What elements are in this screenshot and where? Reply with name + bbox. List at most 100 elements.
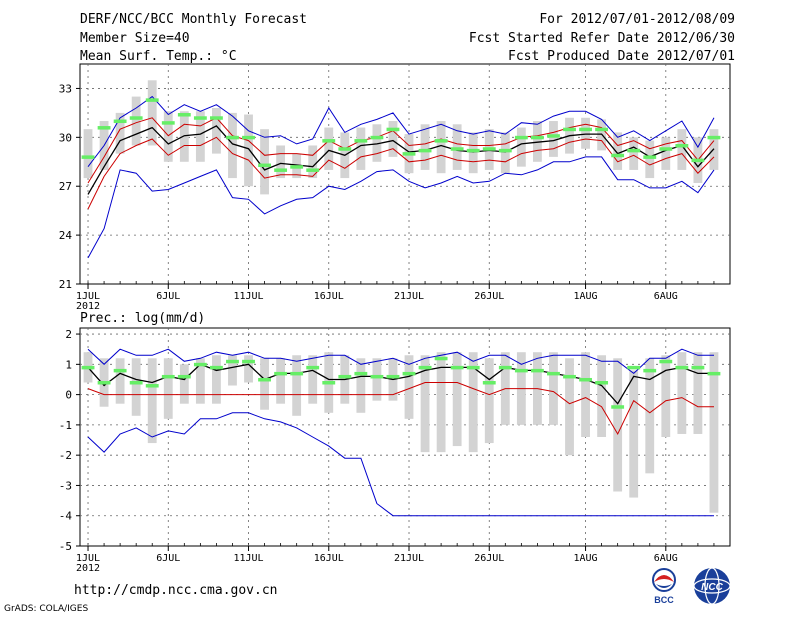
- temp-marker: [434, 139, 448, 143]
- temp-box: [228, 112, 237, 179]
- temp-marker: [210, 116, 223, 120]
- prec-box: [613, 358, 623, 492]
- prec-box: [565, 358, 574, 456]
- prec-marker: [386, 374, 400, 379]
- temp-marker: [579, 127, 592, 132]
- prec-marker: [691, 365, 705, 370]
- prec-box: [404, 355, 414, 419]
- temp-box: [420, 124, 430, 170]
- temp-box: [324, 127, 334, 170]
- temp-box: [372, 124, 382, 162]
- prec-ytick-label: 1: [65, 358, 72, 371]
- temp-box: [179, 111, 189, 162]
- prec-marker: [498, 365, 512, 370]
- prec-marker: [627, 365, 641, 370]
- temp-marker: [595, 127, 609, 132]
- temp-panel: 21 24 27 30 33 1JUL 6JUL 11JUL 16JUL 21JUL 26JUL 1A…: [59, 63, 731, 312]
- prec-xtick-label: 26JUL: [474, 553, 504, 564]
- prec-box: [629, 370, 639, 498]
- temp-line-p_upper: [87, 117, 715, 184]
- temp-marker: [338, 147, 352, 151]
- prec-marker: [643, 368, 657, 373]
- temp-xtick-label: 16JUL: [314, 291, 344, 302]
- prec-marker: [322, 381, 336, 385]
- prec-box: [645, 358, 655, 474]
- prec-box: [163, 358, 173, 419]
- ncc-logo-icon: NCC: [693, 567, 731, 605]
- bcc-logo-text: BCC: [654, 595, 674, 605]
- source-url[interactable]: http://cmdp.ncc.cma.gov.cn: [74, 583, 278, 598]
- prec-marker: [242, 359, 255, 364]
- prec-box: [677, 352, 687, 434]
- prec-box: [244, 355, 253, 383]
- temp-line-min: [87, 156, 715, 259]
- temp-box: [629, 137, 639, 170]
- prec-marker: [595, 381, 609, 385]
- temp-line-p_lower: [87, 136, 715, 210]
- prec-box: [212, 355, 221, 404]
- temp-ytick-label: 27: [59, 180, 72, 193]
- prec-box: [260, 358, 269, 410]
- prec-xtick-label: 6AUG: [654, 553, 678, 564]
- temp-marker: [450, 147, 464, 151]
- temp-box: [613, 132, 623, 170]
- prec-xtick-label: 6JUL: [156, 553, 180, 564]
- prec-box: [308, 355, 318, 404]
- temp-marker: [258, 163, 271, 168]
- prec-ytick-label: -3: [59, 479, 72, 492]
- temp-xtick-label: 6AUG: [654, 291, 678, 302]
- temp-box: [468, 132, 478, 174]
- prec-box: [436, 352, 446, 453]
- temp-box: [500, 132, 510, 174]
- prec-marker: [370, 374, 384, 379]
- prec-marker: [338, 374, 352, 379]
- temp-xtick-label: 11JUL: [233, 291, 263, 302]
- prec-line-p_lower: [87, 382, 714, 436]
- temp-marker: [386, 127, 400, 132]
- prec-line-min: [87, 412, 714, 517]
- prec-marker: [659, 359, 673, 364]
- temp-marker: [498, 148, 512, 153]
- temp-marker: [161, 121, 175, 125]
- prec-box: [372, 358, 382, 401]
- prec-marker: [354, 371, 368, 376]
- temp-marker: [675, 143, 689, 148]
- prec-box: [468, 352, 478, 453]
- ncc-logo-text: NCC: [701, 582, 723, 593]
- temp-box: [581, 117, 590, 149]
- prec-marker: [482, 381, 496, 385]
- prec-line-mean: [87, 363, 714, 405]
- temp-marker: [402, 152, 416, 156]
- temp-xtick-label: 1JUL: [76, 291, 100, 302]
- temp-box: [195, 111, 205, 162]
- temp-box: [115, 112, 125, 154]
- prec-marker: [418, 365, 432, 370]
- temp-marker: [418, 148, 432, 153]
- prec-xtick-label: 11JUL: [233, 553, 263, 564]
- prec-box: [356, 358, 366, 413]
- temp-box: [163, 111, 173, 162]
- prec-xtick-label: 1JUL: [76, 553, 100, 564]
- prec-ytick-label: -2: [59, 449, 72, 462]
- prec-box: [597, 355, 607, 437]
- prec-box: [115, 358, 125, 404]
- temp-frame: [79, 63, 731, 285]
- prec-box: [549, 352, 558, 425]
- temp-marker: [193, 116, 207, 120]
- prec-box: [420, 355, 430, 453]
- prec-marker: [306, 365, 320, 370]
- prec-ytick-label: -1: [59, 419, 72, 432]
- prec-title: Prec.: log(mm/d): [80, 311, 205, 326]
- start-date-label: Fcst Started Refer Date 2012/06/30: [468, 31, 735, 46]
- temp-marker: [81, 155, 95, 159]
- prec-box: [292, 355, 302, 416]
- temp-box: [147, 80, 157, 146]
- prec-ytick-label: 2: [65, 328, 72, 341]
- temp-marker: [113, 119, 127, 124]
- temp-xtick-label: 1AUG: [574, 291, 598, 302]
- grads-credit: GrADS: COLA/IGES: [4, 604, 89, 614]
- prec-marker: [258, 377, 271, 382]
- prec-marker: [675, 365, 689, 370]
- prec-marker: [193, 362, 207, 367]
